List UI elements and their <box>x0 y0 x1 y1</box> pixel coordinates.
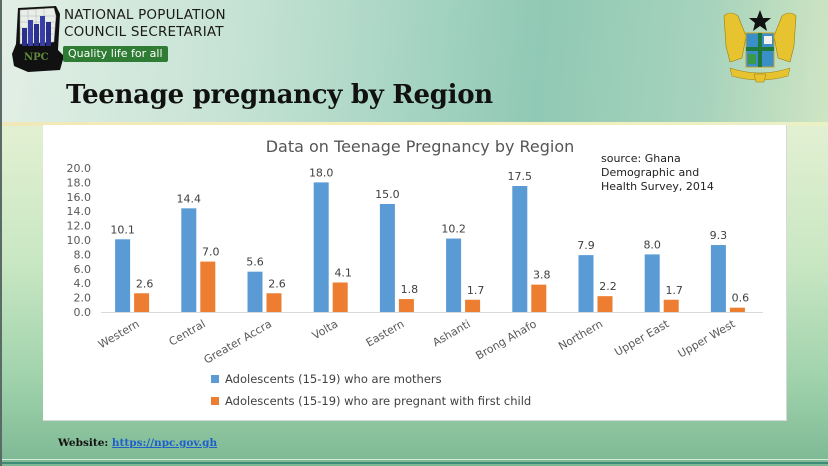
data-label: 7.0 <box>202 246 220 259</box>
bar-pregnant <box>663 299 679 312</box>
divider-strip <box>0 122 828 126</box>
data-label: 17.5 <box>508 170 533 183</box>
legend-swatch <box>211 375 219 383</box>
x-tick-label: Upper West <box>676 317 738 361</box>
y-tick-label: 16.0 <box>67 191 92 204</box>
bar-mothers <box>115 239 131 312</box>
x-tick-label: Volta <box>310 317 340 342</box>
bar-mothers <box>313 182 329 312</box>
bar-mothers <box>512 186 528 312</box>
y-tick-label: 0.0 <box>74 306 92 319</box>
bar-pregnant <box>398 299 414 312</box>
bar-pregnant <box>200 261 216 312</box>
source-annotation-line: Demographic and <box>601 166 699 179</box>
bar-mothers <box>644 254 660 312</box>
chart-panel: Data on Teenage Pregnancy by Region sour… <box>43 125 787 421</box>
data-label: 1.7 <box>665 284 683 297</box>
x-tick-label: Brong Ahafo <box>474 317 539 362</box>
data-label: 2.6 <box>268 277 286 290</box>
chart-title: Data on Teenage Pregnancy by Region <box>266 137 575 156</box>
bar-mothers <box>181 208 197 312</box>
bar-mothers <box>379 204 395 312</box>
data-label: 2.6 <box>136 277 154 290</box>
ghana-coat-of-arms-icon <box>723 10 797 83</box>
legend-label: Adolescents (15-19) who are pregnant wit… <box>225 394 531 408</box>
page-title: Teenage pregnancy by Region <box>66 80 493 110</box>
x-tick-label: Upper East <box>612 317 672 359</box>
organization-name: NATIONAL POPULATION COUNCIL SECRETARIAT <box>64 7 226 41</box>
y-tick-label: 20.0 <box>67 162 92 175</box>
y-axis: 0.02.0 4.06.0 8.010.012.0 14.016.0 18.020.0 <box>67 162 92 319</box>
org-name-line1: NATIONAL POPULATION <box>64 7 226 23</box>
website-footer: Website: https://npc.gov.gh <box>58 437 217 449</box>
npc-logo-icon: NPC <box>12 6 64 72</box>
bar-pregnant <box>134 293 150 312</box>
bar-pregnant <box>597 296 613 312</box>
bar-chart: Data on Teenage Pregnancy by Region sour… <box>67 137 763 408</box>
x-tick-label: Northern <box>556 317 605 353</box>
data-label: 14.4 <box>177 192 202 205</box>
data-label: 18.0 <box>309 166 334 179</box>
bar-pregnant <box>332 282 348 312</box>
bar-pregnant <box>531 284 547 312</box>
data-label: 2.2 <box>599 280 617 293</box>
data-label: 3.8 <box>533 269 551 282</box>
y-tick-label: 8.0 <box>74 248 92 261</box>
bar-mothers <box>578 255 594 312</box>
y-tick-label: 6.0 <box>74 263 92 276</box>
legend-label: Adolescents (15-19) who are mothers <box>225 372 442 386</box>
data-label: 0.6 <box>732 292 750 305</box>
legend: Adolescents (15-19) who are mothers Adole… <box>211 372 531 408</box>
x-tick-label: Western <box>96 317 142 351</box>
footer-line <box>0 462 828 464</box>
data-label: 10.2 <box>441 223 466 236</box>
bar-pregnant <box>729 307 745 312</box>
bar-pregnant <box>266 293 282 312</box>
x-tick-label: Ashanti <box>430 317 472 349</box>
source-annotation: source: Ghana Demographic and Health Sur… <box>601 152 714 193</box>
bar-mothers <box>710 245 726 312</box>
org-name-line2: COUNCIL SECRETARIAT <box>64 24 224 40</box>
bar-mothers <box>247 271 263 312</box>
y-tick-label: 18.0 <box>67 176 92 189</box>
legend-swatch <box>211 397 219 405</box>
source-annotation-line: Health Survey, 2014 <box>601 180 714 193</box>
y-tick-label: 10.0 <box>67 234 92 247</box>
bar-pregnant <box>465 299 481 312</box>
tagline-badge: Quality life for all <box>63 46 168 62</box>
source-annotation-line: source: Ghana <box>601 152 681 165</box>
y-tick-label: 14.0 <box>67 205 92 218</box>
y-tick-label: 4.0 <box>74 277 92 290</box>
website-label: Website: <box>58 437 109 449</box>
website-link[interactable]: https://npc.gov.gh <box>111 437 218 449</box>
y-tick-label: 2.0 <box>74 292 92 305</box>
data-label: 4.1 <box>334 266 352 279</box>
slide-left-edge <box>0 0 2 466</box>
data-label: 8.0 <box>643 238 661 251</box>
bar-mothers <box>446 238 462 312</box>
data-label: 10.1 <box>110 223 135 236</box>
data-label: 5.6 <box>246 256 264 269</box>
data-label: 1.7 <box>467 284 485 297</box>
data-label: 7.9 <box>577 239 595 252</box>
data-label: 1.8 <box>401 283 419 296</box>
data-label: 9.3 <box>710 229 728 242</box>
x-tick-label: Eastern <box>364 317 407 349</box>
x-tick-label: Greater Accra <box>202 317 274 366</box>
x-tick-label: Central <box>167 317 208 348</box>
data-label: 15.0 <box>375 188 400 201</box>
bars: 10.1 2.6 14.4 7.0 5.6 2.6 18.0 4.1 15.0 1.8 10.2 1.… <box>110 166 749 312</box>
svg-text:NPC: NPC <box>24 52 49 63</box>
y-tick-label: 12.0 <box>67 220 92 233</box>
footer-highlight-line <box>0 459 828 460</box>
